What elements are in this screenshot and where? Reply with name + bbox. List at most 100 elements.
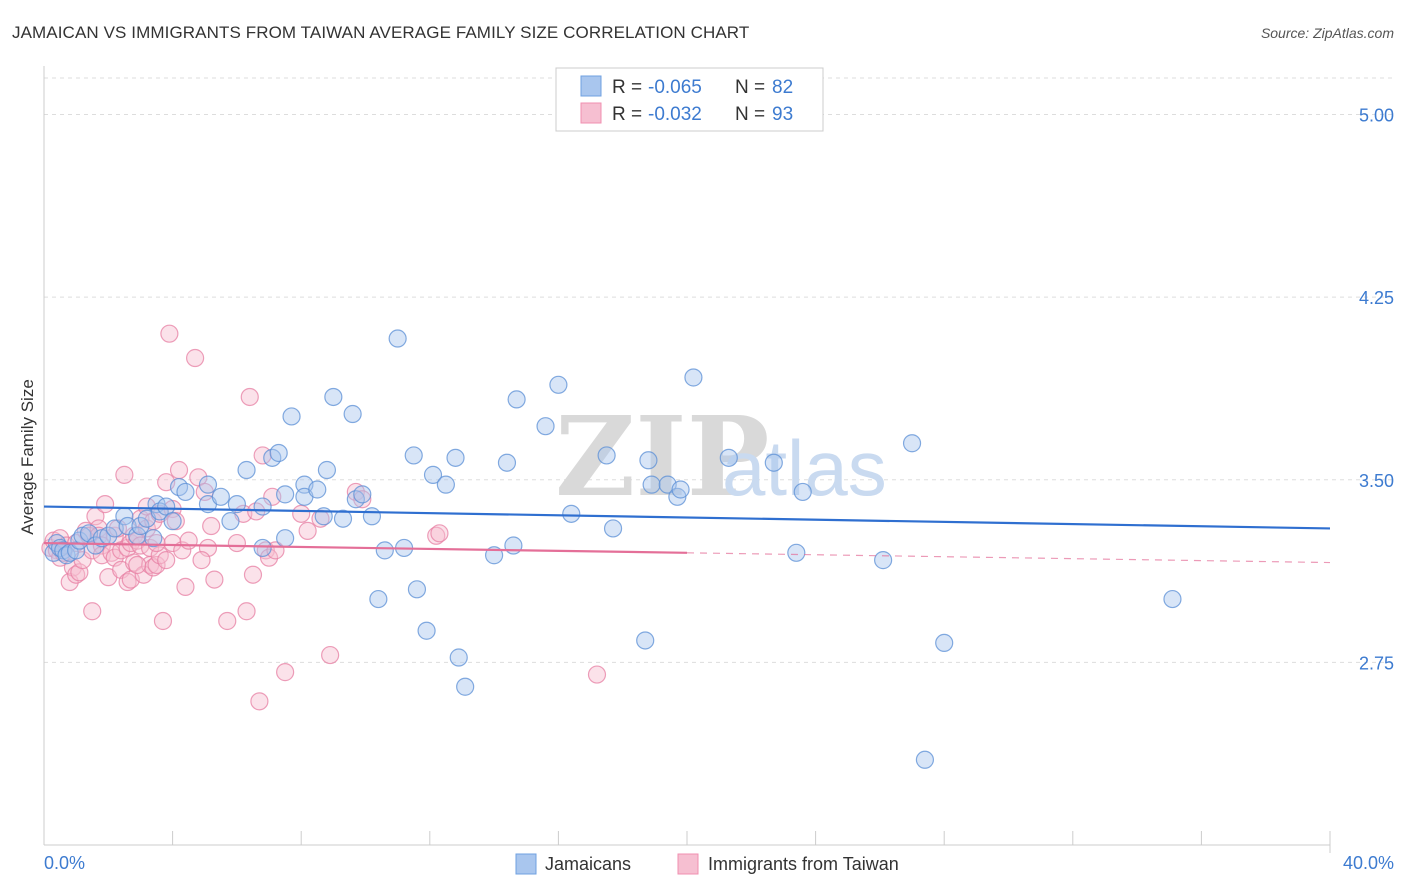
- taiwan-point: [321, 645, 340, 665]
- jamaicans-point: [436, 475, 455, 494]
- legend-r-value-pink: -0.032: [648, 104, 702, 125]
- jamaicans-point: [57, 546, 76, 565]
- taiwan-point: [250, 692, 269, 711]
- jamaicans-point: [276, 485, 295, 504]
- jamaicans-point: [787, 543, 806, 562]
- taiwan-point: [89, 519, 108, 538]
- jamaicans-point: [719, 448, 738, 467]
- taiwan-point: [153, 611, 173, 631]
- taiwan-point: [292, 504, 311, 523]
- taiwan-point: [227, 533, 246, 553]
- taiwan-point: [237, 602, 256, 621]
- watermark-atlas: atlas: [722, 424, 887, 512]
- jamaicans-point: [874, 551, 893, 570]
- jamaicans-point: [237, 460, 256, 480]
- jamaicans-point: [902, 434, 922, 453]
- jamaicans-point: [636, 631, 655, 650]
- source-label: Source: ZipAtlas.com: [1260, 25, 1394, 41]
- jamaicans-point: [333, 509, 353, 528]
- taiwan-point: [160, 324, 179, 343]
- taiwan-point: [176, 577, 195, 596]
- jamaicans-point: [253, 538, 272, 558]
- y-tick-label: 5.00: [1359, 106, 1394, 126]
- jamaicans-point: [793, 482, 812, 502]
- taiwan-point: [587, 665, 607, 684]
- taiwan-point: [218, 611, 237, 631]
- y-tick-label: 4.25: [1359, 288, 1394, 308]
- y-axis-label: Average Family Size: [18, 379, 37, 535]
- jamaicans-point: [317, 460, 337, 480]
- jamaicans-point: [176, 482, 195, 502]
- taiwan-point: [240, 387, 259, 407]
- bottom-legend: Jamaicans Immigrants from Taiwan: [515, 853, 899, 875]
- jamaicans-point: [417, 621, 436, 640]
- jamaicans-point: [597, 446, 616, 465]
- taiwan-point: [95, 495, 115, 514]
- bottom-legend-swatch-taiwan: [677, 853, 699, 875]
- jamaicans-point: [369, 589, 388, 609]
- jamaicans-point: [446, 448, 465, 467]
- watermark-zip: ZIP: [555, 392, 769, 521]
- jamaicans-point: [423, 465, 443, 484]
- taiwan-point: [259, 548, 279, 567]
- jamaicans-point: [362, 507, 382, 526]
- taiwan-point: [179, 531, 198, 550]
- legend-n-label-blue: N =: [735, 77, 765, 98]
- jamaicans-point: [324, 387, 343, 407]
- jamaicans-point: [642, 475, 661, 494]
- taiwan-point: [83, 602, 102, 621]
- taiwan-point: [430, 524, 449, 543]
- x-tick-label-max: 40.0%: [1343, 853, 1394, 873]
- jamaicans-point: [536, 417, 555, 436]
- legend-n-value-pink: 93: [772, 104, 793, 125]
- jamaicans-point: [353, 485, 372, 504]
- jamaicans-point: [507, 390, 526, 409]
- taiwan-point: [157, 551, 176, 570]
- jamaicans-point: [163, 512, 182, 531]
- jamaicans-point: [282, 407, 301, 426]
- taiwan-point: [243, 565, 263, 584]
- x-tick-label-min: 0.0%: [44, 853, 85, 873]
- legend-n-value-blue: 82: [772, 77, 793, 98]
- jamaicans-point: [497, 453, 517, 472]
- jamaicans-point: [375, 541, 394, 560]
- jamaicans-point: [211, 487, 230, 506]
- taiwan-point: [128, 555, 147, 575]
- trend-lines: [43, 505, 1331, 564]
- legend-r-label-pink: R =: [612, 104, 642, 125]
- bottom-legend-label-jamaicans: Jamaicans: [545, 854, 631, 874]
- taiwan-point: [205, 570, 224, 589]
- jamaicans-point: [221, 512, 240, 531]
- watermark: ZIP atlas: [555, 392, 887, 521]
- legend-box: R = -0.065 N = 82 R = -0.032 N = 93: [555, 67, 824, 132]
- taiwan-point: [186, 348, 205, 368]
- jamaicans-point: [671, 480, 690, 499]
- jamaicans-point: [86, 536, 105, 555]
- jamaicans-point: [308, 480, 327, 499]
- jamaicans-point: [253, 497, 272, 516]
- jamaicans-point: [269, 443, 288, 463]
- legend-r-label-blue: R =: [612, 77, 642, 98]
- legend-r-value-blue: -0.065: [648, 77, 702, 98]
- taiwan-point: [92, 536, 111, 555]
- jamaicans-point: [198, 475, 218, 494]
- taiwan-point: [353, 490, 372, 509]
- jamaicans-point: [456, 677, 475, 696]
- jamaicans-point: [504, 536, 523, 555]
- jamaicans-point: [144, 529, 163, 548]
- taiwan-point: [60, 572, 79, 592]
- taiwan-point: [147, 555, 166, 575]
- jamaicans-point: [388, 329, 407, 348]
- legend-n-label-pink: N =: [735, 104, 765, 125]
- taiwan-point: [427, 526, 446, 545]
- jamaicans-point: [449, 648, 468, 667]
- jamaicans-point: [935, 633, 954, 653]
- taiwan-trend-extension: [686, 552, 1331, 564]
- taiwan-trend-line: [43, 541, 688, 554]
- taiwan-point: [298, 521, 317, 540]
- bottom-legend-label-taiwan: Immigrants from Taiwan: [708, 854, 899, 874]
- jamaicans-point: [915, 750, 935, 769]
- jamaicans-point: [131, 516, 150, 536]
- taiwan-point: [115, 465, 134, 484]
